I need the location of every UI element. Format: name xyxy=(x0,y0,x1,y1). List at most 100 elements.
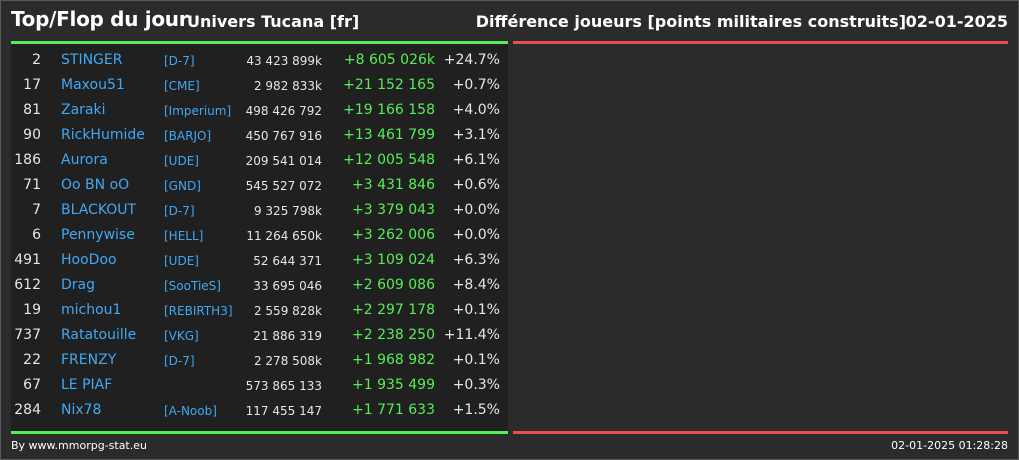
credit-link[interactable]: By www.mmorpg-stat.eu xyxy=(11,439,147,452)
bottom-divider-positive xyxy=(11,431,508,434)
percent-change: +0.7% xyxy=(452,77,500,93)
flop-panel xyxy=(513,44,1008,431)
player-name-link[interactable]: LE PIAF xyxy=(61,377,113,393)
alliance-tag-link[interactable]: [REBIRTH3] xyxy=(164,304,233,318)
player-points: 545 527 072 xyxy=(245,179,322,193)
player-points: 117 455 147 xyxy=(245,404,322,418)
table-row: 284 Nix78 [A-Noob] 117 455 147 +1 771 633 +1.… xyxy=(11,398,508,423)
points-difference: +3 109 024 xyxy=(352,252,435,268)
percent-change: +0.3% xyxy=(452,377,500,393)
player-name-link[interactable]: Drag xyxy=(61,277,96,293)
alliance-tag-link[interactable]: [D-7] xyxy=(164,54,195,68)
table-row: 17 Maxou51 [CME] 2 982 833k +21 152 165 +0.7% xyxy=(11,73,508,98)
page-title: Top/Flop du jour xyxy=(11,7,189,31)
percent-change: +24.7% xyxy=(443,52,500,68)
top-divider-negative xyxy=(513,41,1008,44)
player-name-link[interactable]: BLACKOUT xyxy=(61,202,137,218)
table-row: 81 Zaraki [Imperium] 498 426 792 +19 166 158… xyxy=(11,98,508,123)
player-name-link[interactable]: Oo BN oO xyxy=(61,177,130,193)
table-row: 2 STINGER [D-7] 43 423 899k +8 605 026k +24.7… xyxy=(11,48,508,73)
table-row: 67 LE PIAF 573 865 133 +1 935 499 +0.3% xyxy=(11,373,508,398)
player-rank: 71 xyxy=(23,177,41,193)
player-rank: 81 xyxy=(23,102,41,118)
points-difference: +3 431 846 xyxy=(352,177,435,193)
top-divider-positive xyxy=(11,41,508,44)
alliance-tag-link[interactable]: [SooTieS] xyxy=(164,279,221,293)
alliance-tag-link[interactable]: [D-7] xyxy=(164,204,195,218)
table-row: 71 Oo BN oO [GND] 545 527 072 +3 431 846 +0.6… xyxy=(11,173,508,198)
points-difference: +2 297 178 xyxy=(352,302,435,318)
player-name-link[interactable]: Pennywise xyxy=(61,227,135,243)
ranking-subtitle: Différence joueurs [points militaires co… xyxy=(475,12,906,31)
points-difference: +2 238 250 xyxy=(352,327,435,343)
player-points: 2 278 508k xyxy=(253,354,322,368)
alliance-tag-link[interactable]: [UDE] xyxy=(164,154,199,168)
player-name-link[interactable]: Zaraki xyxy=(61,102,106,118)
percent-change: +11.4% xyxy=(443,327,500,343)
player-points: 33 695 046 xyxy=(253,279,322,293)
player-rank: 186 xyxy=(14,152,41,168)
points-difference: +3 379 043 xyxy=(352,202,435,218)
points-difference: +1 968 982 xyxy=(352,352,435,368)
player-name-link[interactable]: Maxou51 xyxy=(61,77,125,93)
generated-timestamp: 02-01-2025 01:28:28 xyxy=(891,439,1008,452)
points-difference: +2 609 086 xyxy=(352,277,435,293)
player-rank: 612 xyxy=(14,277,41,293)
alliance-tag-link[interactable]: [BARJO] xyxy=(164,129,212,143)
player-points: 11 264 650k xyxy=(246,229,322,243)
table-row: 22 FRENZY [D-7] 2 278 508k +1 968 982 +0.1% xyxy=(11,348,508,373)
top-list: 2 STINGER [D-7] 43 423 899k +8 605 026k +24.7… xyxy=(11,48,508,423)
player-name-link[interactable]: Aurora xyxy=(61,152,108,168)
table-row: 612 Drag [SooTieS] 33 695 046 +2 609 086 +8.4… xyxy=(11,273,508,298)
header: Top/Flop du jour Univers Tucana [fr] Dif… xyxy=(1,1,1018,41)
points-difference: +3 262 006 xyxy=(352,227,435,243)
player-name-link[interactable]: STINGER xyxy=(61,52,123,68)
player-name-link[interactable]: HooDoo xyxy=(61,252,117,268)
player-rank: 6 xyxy=(32,227,41,243)
table-row: 186 Aurora [UDE] 209 541 014 +12 005 548 +6.1… xyxy=(11,148,508,173)
player-rank: 737 xyxy=(14,327,41,343)
player-points: 21 886 319 xyxy=(253,329,322,343)
percent-change: +4.0% xyxy=(452,102,500,118)
points-difference: +13 461 799 xyxy=(343,127,435,143)
table-row: 19 michou1 [REBIRTH3] 2 559 828k +2 297 178 +… xyxy=(11,298,508,323)
player-rank: 2 xyxy=(32,52,41,68)
points-difference: +12 005 548 xyxy=(343,152,435,168)
player-rank: 22 xyxy=(23,352,41,368)
table-row: 6 Pennywise [HELL] 11 264 650k +3 262 006 +0.… xyxy=(11,223,508,248)
player-points: 573 865 133 xyxy=(245,379,322,393)
player-name-link[interactable]: RickHumide xyxy=(61,127,145,143)
alliance-tag-link[interactable]: [Imperium] xyxy=(164,104,232,118)
player-name-link[interactable]: michou1 xyxy=(61,302,122,318)
player-points: 2 559 828k xyxy=(253,304,322,318)
player-rank: 7 xyxy=(32,202,41,218)
player-points: 498 426 792 xyxy=(245,104,322,118)
alliance-tag-link[interactable]: [VKG] xyxy=(164,329,199,343)
percent-change: +8.4% xyxy=(452,277,500,293)
alliance-tag-link[interactable]: [CME] xyxy=(164,79,200,93)
bottom-divider-negative xyxy=(513,431,1008,434)
points-difference: +8 605 026k xyxy=(343,52,435,68)
player-rank: 90 xyxy=(23,127,41,143)
player-name-link[interactable]: FRENZY xyxy=(61,352,117,368)
points-difference: +1 935 499 xyxy=(352,377,435,393)
player-points: 450 767 916 xyxy=(245,129,322,143)
percent-change: +0.0% xyxy=(452,202,500,218)
table-row: 90 RickHumide [BARJO] 450 767 916 +13 461 79… xyxy=(11,123,508,148)
alliance-tag-link[interactable]: [A-Noob] xyxy=(164,404,217,418)
alliance-tag-link[interactable]: [HELL] xyxy=(164,229,204,243)
points-difference: +1 771 633 xyxy=(352,402,435,418)
table-row: 737 Ratatouille [VKG] 21 886 319 +2 238 250 +… xyxy=(11,323,508,348)
player-points: 43 423 899k xyxy=(246,54,322,68)
player-points: 9 325 798k xyxy=(253,204,322,218)
percent-change: +0.1% xyxy=(452,352,500,368)
alliance-tag-link[interactable]: [UDE] xyxy=(164,254,199,268)
alliance-tag-link[interactable]: [D-7] xyxy=(164,354,195,368)
player-points: 52 644 371 xyxy=(253,254,322,268)
points-difference: +19 166 158 xyxy=(343,102,435,118)
universe-label: Univers Tucana [fr] xyxy=(187,12,360,31)
alliance-tag-link[interactable]: [GND] xyxy=(164,179,201,193)
player-rank: 491 xyxy=(14,252,41,268)
player-name-link[interactable]: Nix78 xyxy=(61,402,102,418)
player-name-link[interactable]: Ratatouille xyxy=(61,327,137,343)
